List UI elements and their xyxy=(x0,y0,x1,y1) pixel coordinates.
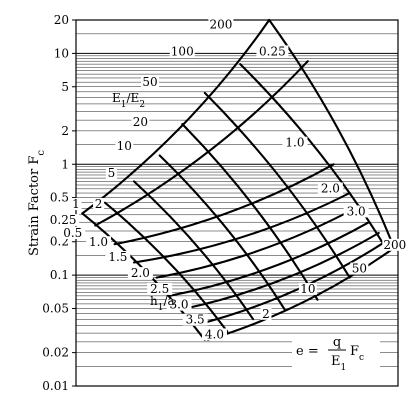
curve-label: 1 xyxy=(72,197,80,211)
label-backdrop xyxy=(70,198,82,211)
curve xyxy=(181,123,319,301)
label-backdrop xyxy=(317,182,343,195)
curve-label: 2.5 xyxy=(150,282,169,296)
curve-label: 1.0 xyxy=(89,235,108,249)
label-backdrop xyxy=(282,136,308,149)
curve-label: 4.0 xyxy=(205,327,224,341)
label-backdrop xyxy=(127,267,153,280)
label-backdrop xyxy=(93,198,105,211)
y-tick-label: 10 xyxy=(54,46,69,60)
curve xyxy=(81,18,271,215)
label-backdrop xyxy=(382,238,408,251)
label-backdrop xyxy=(60,227,86,240)
e1e2-family-label: E1/E2 xyxy=(112,91,145,110)
label-backdrop xyxy=(115,140,134,153)
curve-label: 0.25 xyxy=(50,213,77,227)
curve-label: 2 xyxy=(262,307,270,321)
label-backdrop xyxy=(131,116,150,129)
curve xyxy=(132,191,351,264)
y-tick-label: 1 xyxy=(61,157,69,171)
curve-label: 200 xyxy=(209,17,232,31)
label-backdrop xyxy=(182,313,208,326)
y-tick-label: 0.1 xyxy=(50,268,69,282)
label-backdrop xyxy=(105,166,117,179)
label-backdrop xyxy=(47,214,80,227)
curve-label: 2 xyxy=(95,197,103,211)
curve-label: 50 xyxy=(352,262,367,276)
curve xyxy=(184,231,380,310)
curve-label: 20 xyxy=(133,115,148,129)
curve-label: 10 xyxy=(300,282,315,296)
e1e2-curves xyxy=(81,18,393,342)
label-backdrop xyxy=(141,75,160,88)
label-backdrop xyxy=(86,236,112,249)
y-tick-label: 2 xyxy=(61,124,69,138)
y-tick-label: 0.01 xyxy=(42,379,69,393)
y-tick-label: 20 xyxy=(54,13,69,27)
curve xyxy=(94,60,309,227)
curve-labels: 1 20.250.51.01.52.02.53.03.54.0501002000.… xyxy=(47,17,408,341)
curve-label: 0.5 xyxy=(63,226,82,240)
formula-lhs: e = xyxy=(296,344,319,359)
curve-label: 3.0 xyxy=(347,204,366,218)
formula-denominator: E1 xyxy=(331,354,346,373)
y-tick-label: 0.02 xyxy=(42,346,69,360)
y-tick-label: 0.5 xyxy=(50,191,69,205)
curve-label: 3.0 xyxy=(169,298,188,312)
y-tick-label: 5 xyxy=(61,80,69,94)
curve xyxy=(168,221,371,297)
formula-numerator: q xyxy=(333,335,341,350)
label-backdrop xyxy=(350,262,369,275)
curve xyxy=(132,180,255,321)
curve-label: 10 xyxy=(117,139,132,153)
curve-label: 1.0 xyxy=(285,136,304,150)
curve-label: 2.0 xyxy=(131,266,150,280)
label-backdrop xyxy=(208,18,234,31)
curve xyxy=(203,91,351,279)
strain-formula: e = q E1 Fc xyxy=(292,334,380,373)
curve-label: 100 xyxy=(171,44,194,58)
h1a-family-label: h1/a xyxy=(150,294,175,313)
curve xyxy=(206,248,393,342)
label-backdrop xyxy=(105,250,131,263)
curve xyxy=(155,204,361,279)
h1a-curves xyxy=(81,18,393,342)
label-backdrop xyxy=(256,45,289,58)
curve-label: 3.5 xyxy=(186,313,205,327)
curve xyxy=(158,154,287,312)
curve xyxy=(103,201,229,333)
curve-label: 200 xyxy=(383,238,406,252)
curve-label: 0.25 xyxy=(259,44,286,58)
curve-label: 2.0 xyxy=(321,181,340,195)
y-tick-label: 0.05 xyxy=(42,302,69,316)
label-backdrop xyxy=(201,328,227,341)
label-backdrop xyxy=(298,282,317,295)
curve xyxy=(113,163,335,246)
y-axis-label: Strain Factor Fc xyxy=(27,150,47,256)
curve xyxy=(197,240,387,326)
label-backdrop xyxy=(147,282,173,295)
label-backdrop xyxy=(260,307,272,320)
label-backdrop xyxy=(169,45,195,58)
curve-label: 1.5 xyxy=(108,250,127,264)
label-backdrop xyxy=(166,298,192,311)
curve-label: 50 xyxy=(142,75,157,89)
label-backdrop xyxy=(343,205,369,218)
formula-tail: Fc xyxy=(350,344,364,363)
curve-label: 5 xyxy=(108,166,116,180)
